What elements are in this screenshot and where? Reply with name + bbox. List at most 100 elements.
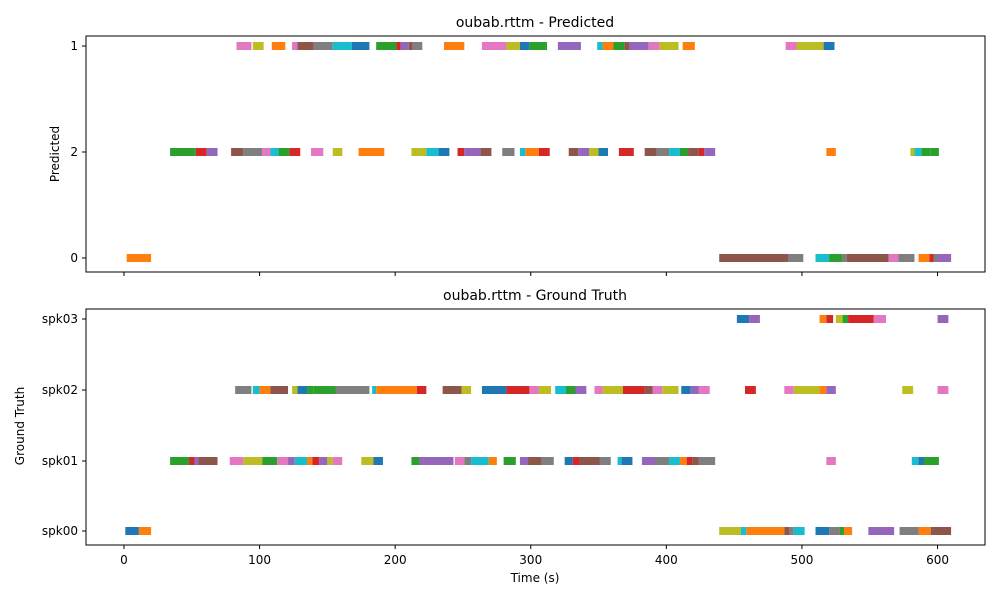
segment-spk01-26	[307, 457, 313, 465]
segment-spk02-79	[566, 386, 576, 394]
segment-spk00-8	[815, 527, 830, 535]
segment-spk02-83	[622, 386, 645, 394]
subplot-predicted-plot-area: 0 2 1	[70, 39, 952, 276]
segment-spk01-35	[454, 457, 465, 465]
segment-spk01-52	[679, 457, 687, 465]
segment-spk02-92	[793, 386, 820, 394]
segment-0-71	[788, 254, 804, 262]
x-tick-label-200: 200	[384, 553, 407, 567]
segment-2-8	[278, 148, 290, 156]
segment-1-48	[376, 42, 397, 50]
segment-spk01-41	[528, 457, 542, 465]
segment-1-53	[443, 42, 465, 50]
segment-spk02-91	[784, 386, 794, 394]
segment-spk00-10	[839, 527, 844, 535]
segment-spk01-17	[189, 457, 195, 465]
segment-2-3	[206, 148, 218, 156]
segment-spk01-32	[373, 457, 383, 465]
segment-spk02-64	[292, 386, 298, 394]
segment-1-62	[624, 42, 630, 50]
segment-spk01-39	[503, 457, 516, 465]
segment-spk02-71	[416, 386, 427, 394]
segment-2-13	[411, 148, 427, 156]
segment-1-44	[297, 42, 314, 50]
segment-spk02-72	[442, 386, 462, 394]
segment-0-79	[929, 254, 934, 262]
segment-0-70	[719, 254, 789, 262]
segment-2-35	[826, 148, 836, 156]
segment-0-80	[933, 254, 938, 262]
segment-spk01-30	[332, 457, 343, 465]
segment-spk01-29	[327, 457, 333, 465]
segment-spk01-57	[911, 457, 919, 465]
segment-spk01-42	[541, 457, 554, 465]
segment-1-67	[785, 42, 797, 50]
segment-spk02-96	[937, 386, 949, 394]
segment-spk02-68	[335, 386, 370, 394]
subplot-ground-truth-frame	[85, 308, 986, 546]
segment-2-1	[170, 148, 196, 156]
segment-1-58	[557, 42, 581, 50]
segment-1-51	[408, 42, 413, 50]
segment-spk02-94	[826, 386, 836, 394]
subplot-ground-truth-ylabel: Ground Truth	[13, 387, 27, 465]
segment-spk02-65	[297, 386, 308, 394]
segment-1-56	[519, 42, 530, 50]
segment-2-36	[910, 148, 915, 156]
segment-spk00-9	[829, 527, 840, 535]
segment-2-23	[568, 148, 579, 156]
y-tick-label-2: 2	[70, 145, 78, 159]
segment-spk03-105	[937, 315, 949, 323]
segment-spk02-80	[575, 386, 587, 394]
segment-2-10	[311, 148, 324, 156]
segment-spk03-98	[749, 315, 760, 323]
segment-spk02-77	[538, 386, 552, 394]
segment-2-4	[231, 148, 244, 156]
segment-spk01-50	[655, 457, 670, 465]
segment-1-57	[529, 42, 548, 50]
segment-spk01-16	[170, 457, 190, 465]
segment-0-75	[846, 254, 889, 262]
segment-2-9	[289, 148, 301, 156]
segment-spk02-76	[529, 386, 539, 394]
segment-spk01-46	[599, 457, 611, 465]
segment-spk02-74	[481, 386, 507, 394]
segment-spk01-19	[198, 457, 218, 465]
segment-2-32	[688, 148, 699, 156]
segment-2-22	[538, 148, 550, 156]
segment-spk01-23	[277, 457, 289, 465]
segment-spk00-13	[899, 527, 919, 535]
segment-spk00-11	[843, 527, 853, 535]
segment-1-55	[506, 42, 520, 50]
segment-spk02-61	[252, 386, 260, 394]
segment-spk00-3	[740, 527, 747, 535]
subplot-predicted-title: oubab.rttm - Predicted	[456, 15, 614, 31]
segment-2-31	[679, 148, 689, 156]
segment-spk00-7	[793, 527, 805, 535]
segment-spk02-93	[819, 386, 827, 394]
subplot-ground-truth-title: oubab.rttm - Ground Truth	[443, 288, 627, 304]
segment-spk02-67	[313, 386, 336, 394]
segment-spk01-37	[471, 457, 489, 465]
segment-spk02-81	[594, 386, 603, 394]
segment-spk02-89	[698, 386, 710, 394]
segment-spk00-2	[719, 527, 741, 535]
segment-0-74	[842, 254, 847, 262]
segment-spk01-22	[262, 457, 278, 465]
x-tick-label-400: 400	[655, 553, 678, 567]
segment-spk00-0	[125, 527, 139, 535]
segment-2-12	[358, 148, 385, 156]
x-tick-label-500: 500	[790, 553, 813, 567]
y-tick-label-spk01: spk01	[42, 454, 78, 468]
segment-spk02-63	[270, 386, 289, 394]
segment-spk01-31	[361, 457, 374, 465]
y-tick-label-spk00: spk00	[42, 524, 78, 538]
segment-2-37	[914, 148, 922, 156]
segment-spk00-12	[868, 527, 895, 535]
segment-2-16	[457, 148, 465, 156]
segment-1-49	[396, 42, 401, 50]
segment-spk02-66	[307, 386, 314, 394]
segment-spk01-34	[419, 457, 454, 465]
